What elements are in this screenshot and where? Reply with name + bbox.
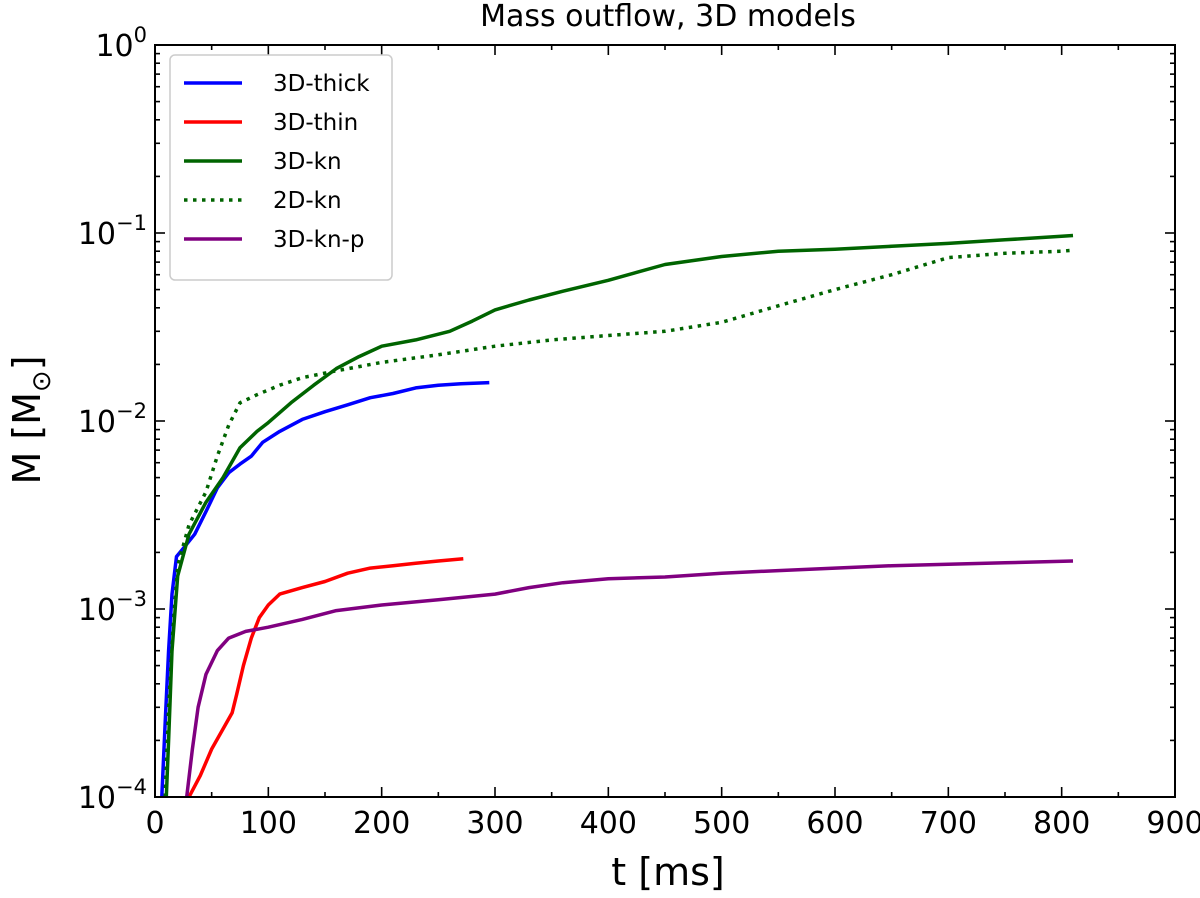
x-tick-label: 500 <box>693 806 750 841</box>
x-tick-label: 600 <box>806 806 863 841</box>
x-tick-label: 0 <box>145 806 164 841</box>
legend-label-3D-kn: 3D-kn <box>273 149 342 175</box>
x-tick-label: 300 <box>466 806 523 841</box>
series-line-3D-thin <box>187 557 464 797</box>
series-line-2D-kn <box>163 248 1074 797</box>
plot-area: 0 100 200 300 400 500 600 700 800 900 10−4 10−3 10−2… <box>78 23 1200 841</box>
chart-title: Mass outflow, 3D models <box>480 0 856 34</box>
x-tick-label: 400 <box>580 806 637 841</box>
legend-label-2D-kn: 2D-kn <box>273 188 342 214</box>
series-line-3D-kn-p <box>184 559 1074 797</box>
x-tick-label: 900 <box>1146 806 1200 841</box>
legend: 3D-thick 3D-thin 3D-kn 2D-kn 3D-kn-p <box>169 54 393 281</box>
x-tick-label: 100 <box>240 806 297 841</box>
legend-label-3D-kn-p: 3D-kn-p <box>273 227 364 253</box>
series-line-3D-kn <box>164 233 1074 797</box>
y-tick-label: 10−4 <box>78 775 147 816</box>
y-tick-label: 10−1 <box>78 211 147 252</box>
y-tick-label: 100 <box>95 23 147 64</box>
legend-label-3D-thin: 3D-thin <box>273 110 358 136</box>
y-tick-label: 10−2 <box>78 399 147 440</box>
x-axis-title: t [ms] <box>611 850 724 894</box>
legend-box <box>169 54 393 281</box>
y-axis-title: M [M⊙] <box>5 355 57 484</box>
x-tick-label: 200 <box>353 806 410 841</box>
legend-label-3D-thick: 3D-thick <box>273 71 370 97</box>
x-tick-label: 800 <box>1033 806 1090 841</box>
series-line-3D-thick <box>160 380 490 797</box>
x-tick-label: 700 <box>920 806 977 841</box>
y-tick-label: 10−3 <box>78 587 147 628</box>
